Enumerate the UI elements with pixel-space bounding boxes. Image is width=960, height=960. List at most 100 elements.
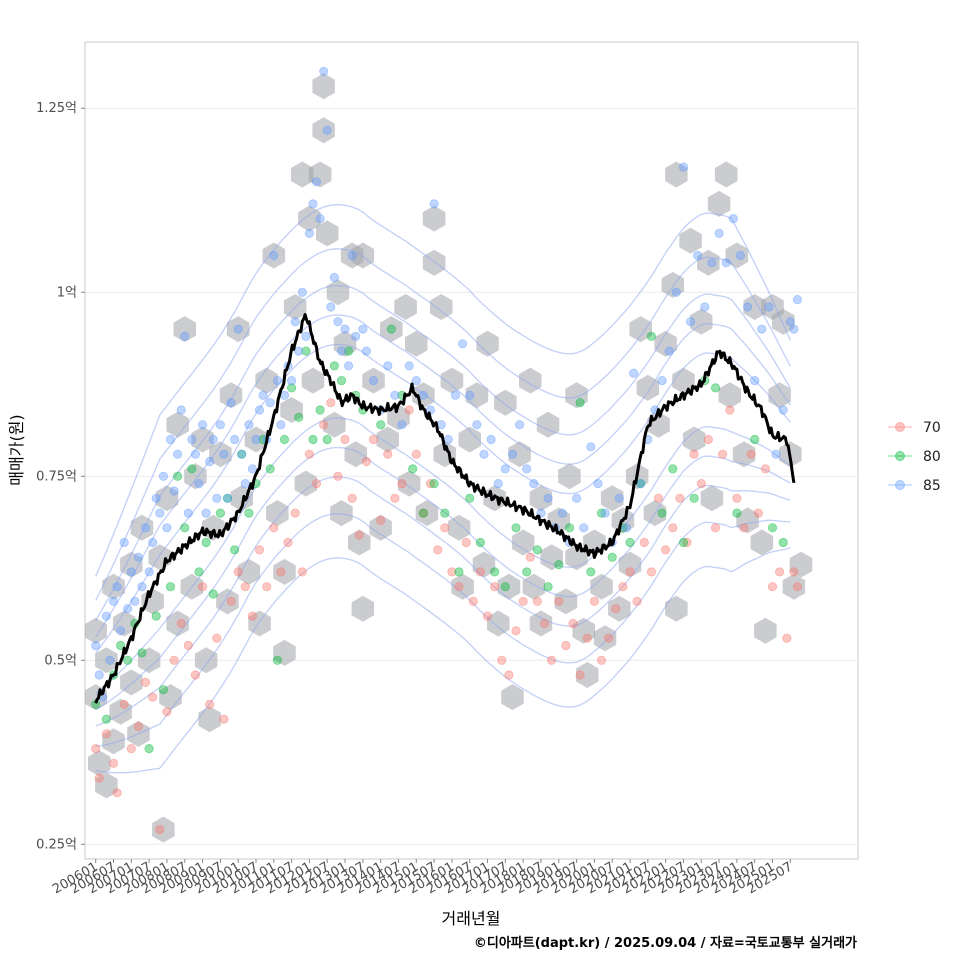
data-point bbox=[301, 331, 311, 341]
hex-bin bbox=[771, 308, 795, 335]
data-point bbox=[254, 545, 265, 555]
data-point bbox=[329, 361, 339, 371]
data-point bbox=[112, 582, 122, 592]
data-point bbox=[511, 523, 521, 533]
data-point bbox=[286, 383, 297, 393]
hex-bin bbox=[540, 544, 563, 571]
data-point bbox=[575, 398, 585, 408]
hex-bin bbox=[590, 573, 613, 600]
data-point bbox=[561, 640, 571, 651]
data-point bbox=[347, 493, 357, 503]
data-point bbox=[137, 648, 147, 658]
legend-swatch bbox=[895, 451, 905, 461]
data-point bbox=[575, 670, 585, 680]
data-point bbox=[148, 692, 158, 702]
hex-bin bbox=[316, 220, 339, 247]
density-contour bbox=[95, 547, 791, 774]
data-point bbox=[144, 567, 154, 577]
data-point bbox=[468, 596, 478, 607]
data-point bbox=[653, 493, 664, 503]
data-point bbox=[126, 567, 136, 577]
hex-bin bbox=[237, 558, 261, 585]
data-point bbox=[151, 611, 161, 621]
data-point bbox=[696, 478, 706, 489]
hex-bin bbox=[387, 404, 410, 431]
hex-bin bbox=[476, 330, 499, 357]
data-point bbox=[778, 537, 788, 548]
data-point bbox=[764, 302, 774, 312]
data-point bbox=[108, 596, 119, 607]
data-point bbox=[343, 361, 354, 371]
data-point bbox=[678, 162, 689, 172]
hex-bin bbox=[714, 161, 738, 188]
y-axis-title: 매매가(원) bbox=[7, 414, 26, 485]
data-point bbox=[244, 420, 254, 430]
data-point bbox=[165, 582, 176, 592]
data-point bbox=[586, 567, 596, 577]
data-point bbox=[158, 685, 168, 695]
data-point bbox=[230, 434, 240, 445]
data-point bbox=[230, 545, 240, 555]
data-point bbox=[361, 346, 371, 356]
hex-bin bbox=[430, 294, 453, 320]
data-point bbox=[180, 331, 190, 341]
data-point bbox=[707, 258, 717, 268]
data-point bbox=[91, 743, 101, 754]
density-contour bbox=[95, 513, 791, 747]
hex-bin bbox=[273, 558, 296, 585]
hex-bin bbox=[754, 617, 777, 644]
hex-bin bbox=[536, 411, 560, 438]
hex-bin bbox=[85, 617, 107, 644]
data-point bbox=[632, 596, 642, 607]
data-point bbox=[443, 434, 453, 445]
hex-bin bbox=[629, 316, 652, 343]
data-point bbox=[742, 302, 753, 312]
data-point bbox=[582, 633, 592, 643]
data-point bbox=[294, 412, 304, 422]
data-point bbox=[215, 508, 225, 518]
data-point bbox=[340, 324, 350, 334]
data-point bbox=[141, 677, 151, 688]
data-point bbox=[126, 743, 136, 754]
hex-bin bbox=[522, 573, 546, 600]
data-point bbox=[454, 567, 464, 577]
data-point bbox=[269, 250, 279, 261]
data-point bbox=[262, 582, 272, 592]
data-point bbox=[116, 640, 126, 651]
data-point bbox=[710, 383, 721, 393]
data-point bbox=[187, 464, 197, 474]
data-point bbox=[429, 199, 439, 209]
data-point bbox=[269, 523, 279, 533]
data-point bbox=[290, 317, 300, 327]
data-point bbox=[119, 537, 129, 548]
data-point bbox=[258, 390, 268, 400]
data-point bbox=[543, 582, 553, 592]
data-point bbox=[91, 640, 101, 651]
data-point bbox=[636, 478, 646, 489]
hex-bin bbox=[166, 610, 189, 637]
data-point bbox=[600, 508, 610, 518]
data-point bbox=[479, 449, 489, 459]
data-point bbox=[133, 721, 143, 732]
data-point bbox=[222, 493, 233, 503]
hex-bin bbox=[308, 161, 332, 188]
data-point bbox=[660, 545, 671, 555]
data-point bbox=[792, 294, 803, 305]
data-point bbox=[657, 508, 667, 518]
hex-bin bbox=[155, 485, 179, 512]
data-point bbox=[493, 478, 503, 489]
data-point bbox=[433, 545, 443, 555]
data-point bbox=[208, 589, 218, 599]
series-80 bbox=[91, 324, 788, 754]
data-point bbox=[133, 552, 143, 562]
data-point bbox=[183, 508, 193, 518]
data-point bbox=[418, 508, 428, 518]
hex-bin bbox=[88, 750, 111, 777]
data-point bbox=[543, 493, 553, 503]
data-point bbox=[689, 493, 699, 503]
data-point bbox=[315, 214, 325, 224]
data-point bbox=[500, 464, 510, 474]
data-point bbox=[685, 317, 696, 327]
hex-bin bbox=[137, 647, 161, 674]
data-point bbox=[757, 324, 767, 334]
